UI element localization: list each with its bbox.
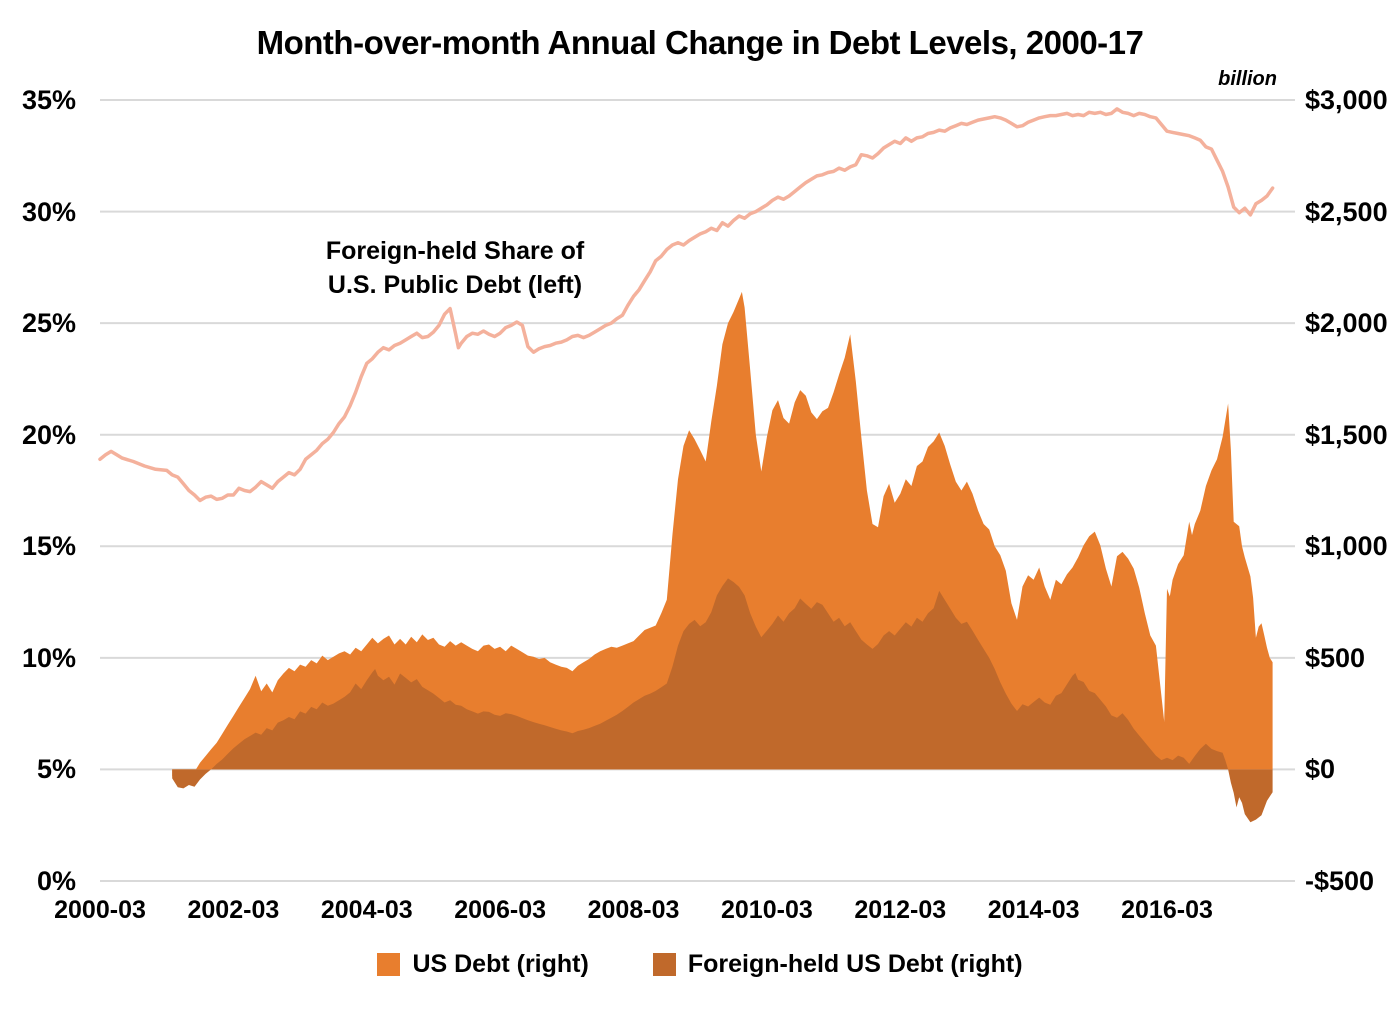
us-debt-swatch-icon [377,953,401,976]
right-axis-tick: $2,500 [1305,196,1388,227]
series-area-foreign-debt [172,578,1273,823]
x-axis-tick: 2002-03 [187,896,280,924]
x-axis-tick: 2014-03 [987,896,1080,924]
left-axis-tick: 15% [21,531,76,562]
left-axis-tick: 20% [21,419,76,450]
annotation-line1: Foreign-held Share of [325,237,585,265]
right-axis-tick: $500 [1305,642,1366,673]
series-area-us-debt [172,291,1273,783]
series-line-foreign-share [98,107,1275,503]
unit-label: billion [1218,68,1277,90]
x-axis-tick: 2010-03 [721,896,813,924]
legend: US Debt (right) Foreign-held US Debt (ri… [0,950,1400,979]
x-axis-tick: 2006-03 [454,896,546,924]
x-axis-tick: 2016-03 [1121,896,1213,924]
left-axis-tick: 35% [21,85,76,115]
right-axis-tick: $0 [1305,754,1336,785]
legend-label-us-debt: US Debt (right) [412,950,589,978]
left-axis-tick: 0% [36,866,76,896]
legend-item-foreign-debt: Foreign-held US Debt (right) [652,950,1023,979]
left-axis-tick: 25% [21,308,76,339]
legend-label-foreign-debt: Foreign-held US Debt (right) [687,950,1023,978]
right-axis-tick: $3,000 [1305,85,1388,115]
x-axis-tick: 2004-03 [320,896,413,924]
left-axis-tick: 30% [21,196,76,227]
share-line-annotation: Foreign-held Share of U.S. Public Debt (… [295,234,615,302]
x-axis-tick: 2008-03 [587,896,680,924]
chart-title: Month-over-month Annual Change in Debt L… [256,24,1144,61]
left-axis-tick: 5% [36,754,76,785]
annotation-line2: U.S. Public Debt (left) [327,271,583,299]
right-axis-tick: $2,000 [1305,308,1388,339]
legend-item-us-debt: US Debt (right) [377,950,589,979]
x-axis-tick: 2012-03 [854,896,947,924]
right-axis-tick: -$500 [1305,866,1375,896]
foreign-debt-swatch-icon [652,953,676,976]
right-axis-tick: $1,000 [1305,531,1388,562]
left-axis-tick: 10% [21,642,76,673]
right-axis-tick: $1,500 [1305,419,1388,450]
x-axis-tick: 2000-03 [54,896,146,924]
